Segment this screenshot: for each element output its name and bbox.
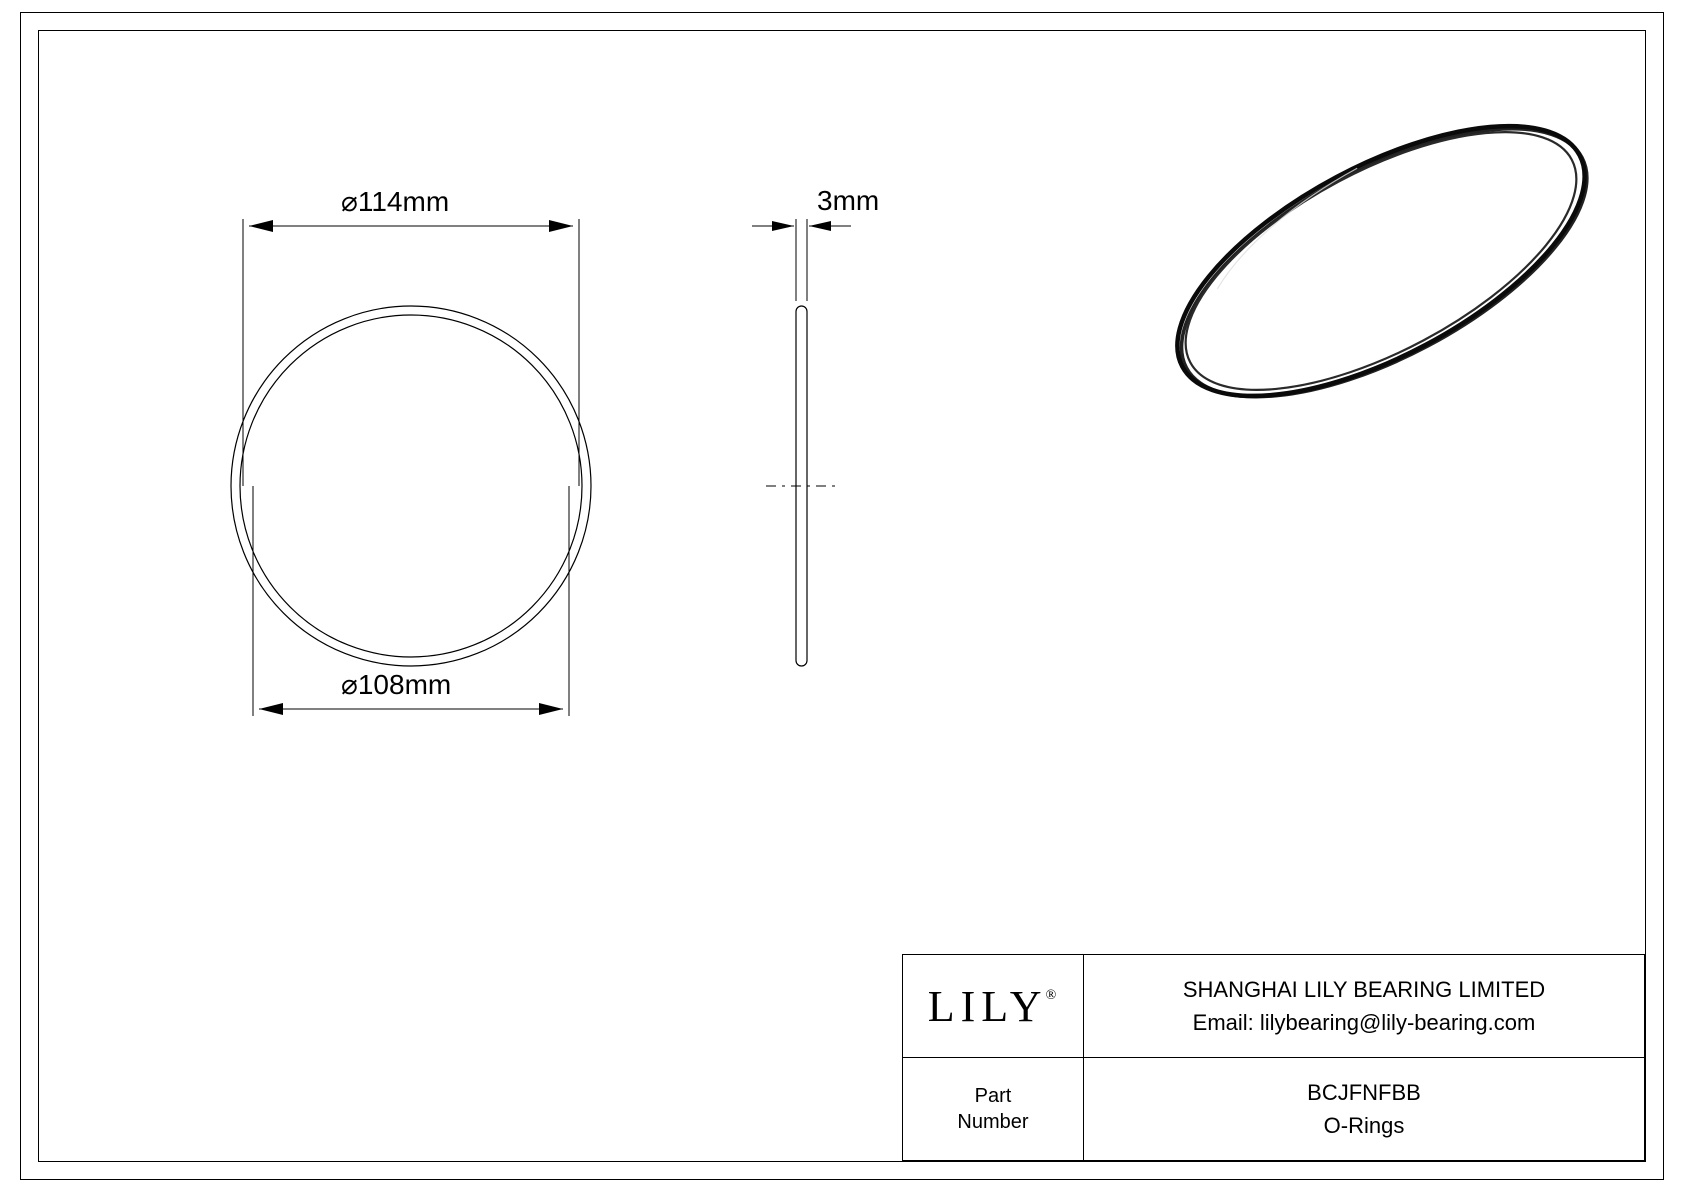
part-description: O-Rings (1094, 1109, 1634, 1142)
company-name: SHANGHAI LILY BEARING LIMITED (1094, 973, 1634, 1006)
arrowhead (549, 220, 573, 232)
arrowhead (259, 703, 283, 715)
front-outer-circle (231, 306, 591, 666)
part-number-label-2: Number (913, 1109, 1073, 1135)
title-block: LILY® SHANGHAI LILY BEARING LIMITED Emai… (902, 954, 1645, 1161)
company-email: Email: lilybearing@lily-bearing.com (1094, 1006, 1634, 1039)
part-number-label-1: Part (913, 1083, 1073, 1109)
part-number: BCJFNFBB (1094, 1076, 1634, 1109)
logo-registered: ® (1046, 988, 1057, 1003)
dim-outer-diameter-label: ⌀114mm (341, 185, 449, 218)
logo-cell: LILY® (903, 955, 1084, 1058)
arrowhead (249, 220, 273, 232)
part-number-value-cell: BCJFNFBB O-Rings (1084, 1058, 1645, 1161)
arrowhead (772, 221, 794, 231)
front-inner-circle (240, 315, 582, 657)
iso-ring (1138, 71, 1626, 452)
part-number-label-cell: Part Number (903, 1058, 1084, 1161)
inner-frame: ⌀114mm ⌀108mm 3mm LILY® SHANGHAI LILY BE… (38, 30, 1646, 1162)
dim-inner-diameter-label: ⌀108mm (341, 668, 451, 701)
arrowhead (809, 221, 831, 231)
company-cell: SHANGHAI LILY BEARING LIMITED Email: lil… (1084, 955, 1645, 1058)
logo-text: LILY (928, 982, 1048, 1031)
arrowhead (539, 703, 563, 715)
dim-thickness-label: 3mm (817, 185, 879, 217)
